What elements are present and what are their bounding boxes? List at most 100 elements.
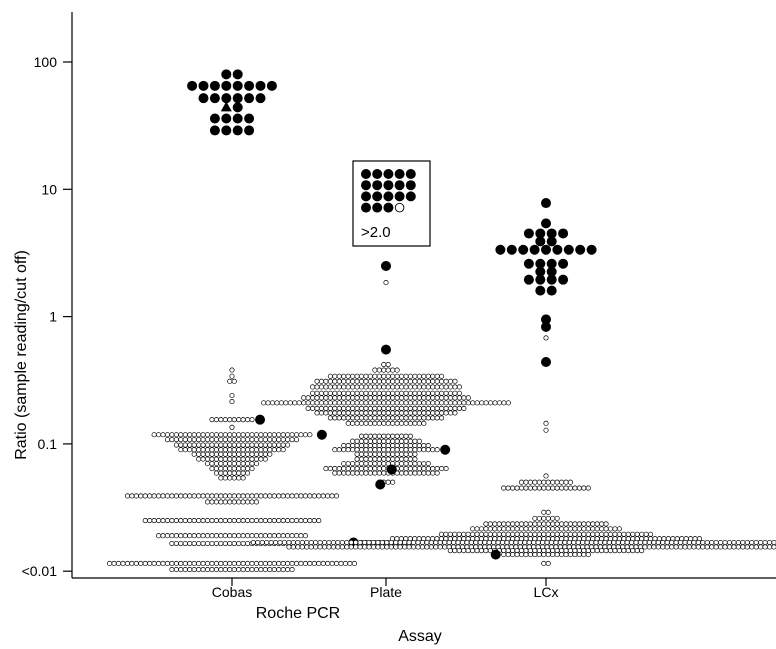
negative-point bbox=[330, 539, 337, 546]
positive-point bbox=[541, 321, 551, 332]
negative-point bbox=[271, 432, 277, 438]
negative-point bbox=[452, 395, 458, 401]
negative-point bbox=[433, 539, 439, 546]
negative-point bbox=[204, 533, 211, 539]
negative-point bbox=[461, 395, 467, 401]
negative-point bbox=[642, 544, 648, 550]
negative-point bbox=[505, 526, 511, 532]
negative-point bbox=[567, 479, 574, 485]
inset-positive-point bbox=[405, 180, 416, 191]
positive-point bbox=[209, 125, 220, 136]
negative-point bbox=[358, 400, 365, 406]
negative-point bbox=[120, 560, 126, 567]
negative-point bbox=[397, 544, 403, 550]
negative-point bbox=[339, 539, 345, 546]
negative-point bbox=[553, 539, 559, 546]
negative-point bbox=[731, 544, 737, 550]
negative-point bbox=[227, 466, 233, 472]
negative-point bbox=[314, 400, 320, 406]
negative-point bbox=[367, 433, 373, 439]
negative-point bbox=[504, 539, 510, 546]
negative-point bbox=[142, 493, 148, 499]
negative-point bbox=[129, 560, 135, 567]
negative-point bbox=[523, 521, 529, 527]
negative-point bbox=[381, 390, 387, 396]
negative-point bbox=[289, 437, 295, 443]
negative-point bbox=[276, 437, 282, 443]
negative-point bbox=[350, 470, 356, 476]
negative-point bbox=[164, 493, 171, 499]
negative-point bbox=[289, 533, 295, 539]
positive-point bbox=[552, 244, 563, 255]
negative-point bbox=[691, 544, 697, 550]
negative-point bbox=[336, 470, 342, 476]
positive-point bbox=[541, 356, 551, 367]
negative-point bbox=[439, 384, 445, 390]
negative-point bbox=[545, 479, 551, 485]
negative-point bbox=[425, 470, 431, 476]
negative-point bbox=[434, 415, 440, 421]
negative-point bbox=[200, 437, 206, 443]
negative-point bbox=[345, 415, 351, 421]
negative-point bbox=[594, 531, 600, 537]
negative-point bbox=[412, 438, 418, 444]
negative-point bbox=[487, 521, 493, 527]
negative-point bbox=[227, 461, 233, 467]
negative-point bbox=[510, 552, 516, 558]
negative-point bbox=[634, 531, 640, 537]
negative-point bbox=[213, 466, 219, 472]
negative-point bbox=[585, 521, 591, 527]
negative-point bbox=[425, 378, 431, 384]
positive-point bbox=[529, 244, 540, 255]
negative-point bbox=[357, 544, 363, 550]
negative-point bbox=[327, 466, 333, 472]
negative-point bbox=[332, 415, 338, 421]
negative-point bbox=[245, 540, 251, 547]
negative-point bbox=[505, 400, 511, 406]
negative-point bbox=[412, 395, 418, 401]
negative-point bbox=[625, 548, 631, 554]
negative-point bbox=[236, 560, 242, 567]
negative-point bbox=[376, 400, 382, 406]
negative-point bbox=[532, 521, 538, 527]
negative-point bbox=[227, 470, 233, 476]
negative-point bbox=[332, 390, 338, 396]
negative-point bbox=[258, 437, 264, 443]
negative-point bbox=[376, 405, 382, 411]
negative-point bbox=[341, 447, 347, 453]
negative-point bbox=[372, 378, 378, 384]
negative-point bbox=[390, 400, 396, 406]
negative-point bbox=[536, 526, 542, 532]
negative-point bbox=[421, 415, 427, 421]
negative-point bbox=[200, 456, 206, 462]
negative-point bbox=[394, 405, 400, 411]
negative-point bbox=[347, 560, 353, 567]
negative-point bbox=[222, 517, 228, 524]
data-points bbox=[107, 69, 776, 573]
negative-point bbox=[637, 539, 644, 546]
negative-point bbox=[222, 442, 228, 448]
negative-point bbox=[305, 400, 311, 406]
negative-point bbox=[336, 405, 342, 411]
negative-point bbox=[354, 384, 360, 390]
negative-point bbox=[430, 390, 436, 396]
negative-point bbox=[332, 410, 338, 416]
negative-point bbox=[412, 420, 418, 426]
negative-point bbox=[459, 539, 466, 546]
negative-point bbox=[425, 405, 431, 411]
negative-point bbox=[430, 470, 436, 476]
negative-point bbox=[620, 539, 626, 546]
negative-point bbox=[536, 479, 542, 485]
negative-point bbox=[292, 400, 298, 406]
negative-point bbox=[344, 544, 350, 550]
negative-point bbox=[572, 531, 578, 537]
negative-point bbox=[385, 367, 391, 373]
negative-point bbox=[370, 539, 377, 546]
negative-point bbox=[354, 470, 360, 476]
negative-point bbox=[178, 447, 184, 453]
negative-point bbox=[700, 539, 706, 546]
negative-point bbox=[576, 485, 582, 491]
negative-point bbox=[452, 378, 458, 384]
negative-point bbox=[682, 544, 688, 550]
negative-point bbox=[236, 447, 242, 453]
